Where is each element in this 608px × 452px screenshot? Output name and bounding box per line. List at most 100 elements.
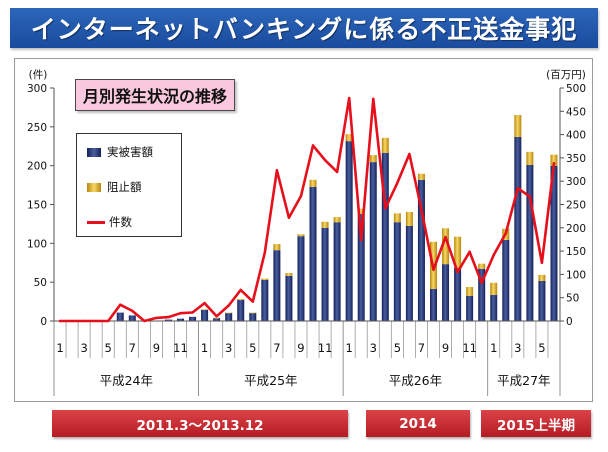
x-month-label: 1 — [490, 341, 497, 355]
damage-bar — [514, 136, 522, 321]
y-right-tick-label: 200 — [566, 223, 586, 235]
count-point — [335, 170, 339, 174]
y-left-tick-label: 250 — [27, 122, 47, 134]
damage-bar — [261, 279, 269, 321]
y-right-unit-label: (百万円) — [546, 69, 586, 81]
damage-bar — [393, 222, 401, 321]
x-month-label: 5 — [249, 341, 256, 355]
chart-title-box: 月別発生状況の推移 — [75, 79, 235, 111]
x-month-label: 5 — [538, 341, 545, 355]
legend-label-blocked: 阻止額 — [107, 180, 142, 194]
period-label-2015-h1: 2015上半期 — [481, 410, 591, 437]
y-right-tick-label: 50 — [566, 293, 579, 305]
blocked-bar — [393, 213, 401, 223]
x-month-label: 7 — [129, 341, 136, 355]
y-left-tick-label: 50 — [34, 277, 47, 289]
count-point — [94, 319, 98, 323]
legend-swatch-count — [87, 220, 105, 224]
blocked-bar — [417, 173, 425, 180]
blocked-bar — [478, 263, 486, 269]
blocked-bar — [514, 115, 522, 137]
damage-bar — [213, 318, 221, 321]
x-month-label: 1 — [56, 341, 63, 355]
legend-label-damage: 実被害額 — [107, 145, 153, 159]
x-month-label: 3 — [514, 341, 521, 355]
chart-title: 月別発生状況の推移 — [82, 87, 227, 106]
damage-bar — [502, 239, 510, 321]
damage-bar — [225, 313, 233, 321]
x-month-label: 3 — [370, 341, 377, 355]
legend-item-blocked: 阻止額 — [87, 180, 142, 194]
x-month-label: 9 — [297, 341, 304, 355]
x-month-label: 3 — [80, 341, 87, 355]
x-month-label: 5 — [394, 341, 401, 355]
blocked-bar — [345, 134, 353, 142]
legend-label-count: 件数 — [109, 215, 132, 229]
x-month-label: 9 — [442, 341, 449, 355]
x-year-label: 平成24年 — [100, 373, 153, 388]
x-month-label: 1 — [201, 341, 208, 355]
damage-bar — [128, 315, 136, 321]
legend-swatch-damage — [87, 147, 101, 157]
x-month-label: 7 — [273, 341, 280, 355]
blocked-bar — [369, 155, 377, 163]
y-left-tick-label: 300 — [27, 83, 47, 95]
period-label-2011-2013: 2011.3～2013.12 — [52, 410, 348, 437]
count-point — [191, 311, 194, 314]
count-point — [251, 300, 254, 303]
blocked-bar — [297, 234, 305, 237]
blocked-bar — [526, 151, 534, 165]
damage-bar — [177, 318, 184, 321]
legend-item-count: 件数 — [87, 215, 132, 229]
damage-bar — [249, 313, 257, 321]
y-left-unit-label: (件) — [29, 69, 48, 81]
count-point — [299, 194, 303, 198]
damage-bar — [478, 268, 486, 321]
count-point — [372, 97, 375, 101]
y-right-tick-label: 500 — [566, 83, 586, 95]
damage-bar — [321, 227, 329, 321]
count-point — [347, 96, 351, 100]
blocked-bar — [309, 179, 317, 187]
y-right-tick-label: 0 — [566, 316, 573, 328]
damage-bar — [490, 294, 498, 321]
damage-bar — [309, 186, 317, 321]
blocked-bar — [273, 244, 281, 251]
count-point — [396, 181, 399, 184]
count-point — [552, 162, 556, 165]
title-bar: インターネットバンキングに係る不正送金事犯 — [10, 8, 598, 48]
blocked-bar — [538, 274, 546, 281]
blocked-bar — [249, 312, 257, 314]
damage-bar — [430, 288, 437, 321]
blocked-bar — [201, 309, 209, 310]
y-right-tick-label: 150 — [566, 246, 586, 258]
damage-bar — [526, 164, 534, 321]
blocked-bar — [381, 137, 389, 153]
count-point — [384, 207, 387, 210]
count-series-line — [58, 96, 556, 323]
legend-item-damage: 実被害額 — [87, 145, 153, 159]
period-text: 2011.3～2013.12 — [136, 417, 264, 434]
damage-bar — [442, 264, 450, 321]
count-point — [107, 319, 110, 323]
count-point — [420, 208, 423, 212]
damage-bar — [345, 141, 353, 321]
x-month-label: 11 — [462, 341, 477, 355]
damage-bar — [273, 250, 281, 321]
damage-bar — [466, 295, 474, 321]
legend-swatch-blocked — [87, 182, 101, 192]
count-point — [263, 251, 267, 254]
count-point — [167, 315, 170, 319]
legend: 実被害額 阻止額 件数 — [76, 133, 182, 237]
page-title: インターネットバンキングに係る不正送金事犯 — [30, 15, 578, 44]
damage-bar — [369, 162, 377, 321]
period-text: 2015上半期 — [496, 417, 576, 434]
count-point — [131, 309, 134, 313]
count-point — [227, 304, 230, 307]
x-month-label: 5 — [105, 341, 112, 355]
count-point — [360, 239, 363, 242]
x-month-label: 11 — [318, 341, 333, 355]
x-year-label: 平成25年 — [244, 373, 297, 388]
